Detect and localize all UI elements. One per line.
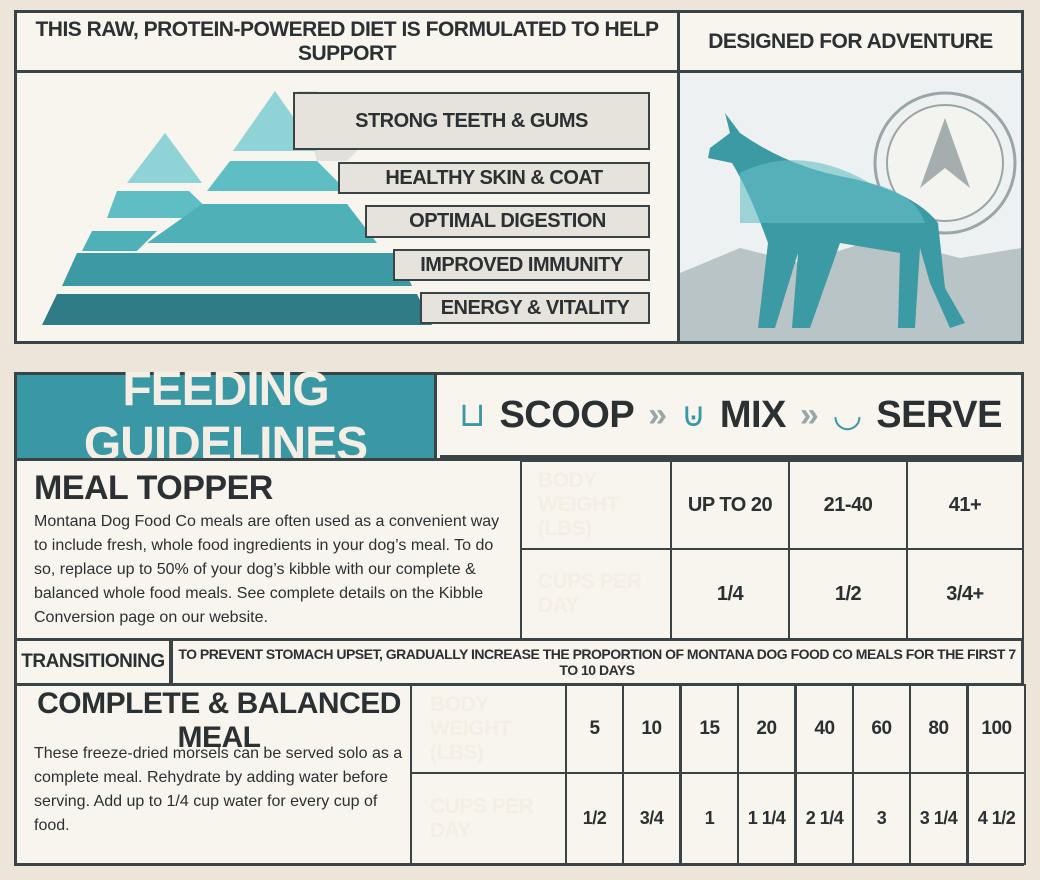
- transition-label: Transitioning: [14, 638, 172, 686]
- benefit-immunity: Improved immunity: [393, 249, 650, 281]
- complete-meal: Complete & Balanced Meal These freeze-dr…: [34, 687, 404, 838]
- complete-cups-cell: 4 1/2: [967, 772, 1026, 865]
- complete-cups-cell: 3/4: [622, 772, 681, 865]
- complete-weight-cell: 100: [967, 684, 1026, 774]
- complete-weight-cell: 15: [680, 684, 739, 774]
- meal-topper: Meal Topper Montana Dog Food Co meals ar…: [34, 466, 514, 630]
- complete-meal-text: These freeze-dried morsels can be served…: [34, 745, 403, 834]
- step-mix: Mix: [719, 393, 787, 436]
- complete-cups-label: Cups per day: [410, 772, 567, 865]
- complete-weight-cell: 20: [737, 684, 796, 774]
- topper-cups-cell: 1/4: [670, 548, 790, 640]
- adventure-header: [677, 10, 1024, 73]
- complete-weight-cell: 60: [852, 684, 911, 774]
- complete-cups-cell: 3: [852, 772, 911, 865]
- wolf-silhouette: [680, 91, 1021, 341]
- benefit-energy: Energy & vitality: [420, 292, 650, 324]
- complete-cups-cell: 1: [680, 772, 739, 865]
- topper-cups-cell: 3/4+: [906, 548, 1024, 640]
- scoop-icon: ⊔: [458, 396, 486, 434]
- step-serve: Serve: [876, 393, 1002, 436]
- steps-bar: ⊔ Scoop » ⊍ Mix » ◡ Serve: [440, 375, 1021, 458]
- complete-meal-title: Complete & Balanced Meal: [37, 687, 401, 754]
- complete-weight-cell: 10: [622, 684, 681, 774]
- complete-cups-cell: 1/2: [565, 772, 624, 865]
- topper-cups-cell: 1/2: [788, 548, 908, 640]
- topper-weight-cell: Up to 20: [670, 460, 790, 550]
- complete-weight-cell: 5: [565, 684, 624, 774]
- dog-bowl-icon: ◡: [832, 396, 863, 434]
- mix-bowl-icon: ⊍: [680, 396, 706, 434]
- chevron-icon: »: [648, 395, 668, 434]
- chevron-icon: »: [799, 395, 819, 434]
- topper-weight-label: Body Weight (LBS): [520, 460, 672, 550]
- adventure-title: Designed for adventure: [708, 29, 993, 53]
- complete-cups-cell: 1 1/4: [737, 772, 796, 865]
- topper-weight-cell: 21-40: [788, 460, 908, 550]
- complete-cups-cell: 3 1/4: [909, 772, 968, 865]
- benefit-teeth: Strong teeth & gums: [293, 92, 650, 150]
- topper-cups-label: Cups per day: [520, 548, 672, 640]
- complete-weight-cell: 40: [795, 684, 854, 774]
- step-scoop: Scoop: [499, 393, 635, 436]
- topper-weight-cell: 41+: [906, 460, 1024, 550]
- compass-icon: [873, 91, 1017, 235]
- complete-weight-cell: 80: [909, 684, 968, 774]
- transition-text: To prevent stomach upset, gradually incr…: [170, 638, 1024, 686]
- benefit-skin: Healthy skin & coat: [338, 162, 650, 194]
- benefits-title: This raw, protein-powered diet is formul…: [35, 17, 659, 65]
- feeding-title: Feeding Guidelines: [17, 363, 437, 471]
- meal-topper-text: Montana Dog Food Co meals are often used…: [34, 513, 500, 626]
- benefit-digestion: Optimal digestion: [365, 205, 650, 238]
- complete-cups-cell: 2 1/4: [795, 772, 854, 865]
- complete-weight-label: Body Weight (LBS): [410, 684, 567, 774]
- meal-topper-title: Meal Topper: [34, 468, 273, 507]
